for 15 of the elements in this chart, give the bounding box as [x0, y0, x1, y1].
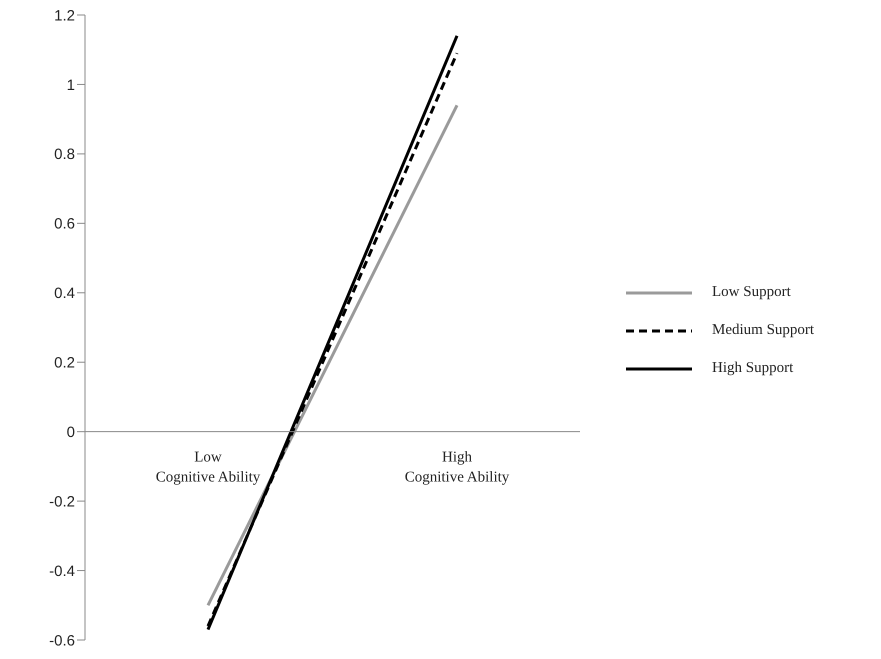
legend-label: Medium Support: [712, 322, 814, 339]
y-tick-label: 1.2: [54, 7, 75, 24]
legend-label: Low Support: [712, 284, 791, 301]
y-tick-label: 1: [66, 76, 75, 94]
y-tick-label: 0: [66, 424, 75, 441]
legend-label: High Support: [712, 360, 794, 377]
y-tick-label: -0.2: [49, 493, 75, 510]
y-tick-label: 0.2: [54, 354, 75, 372]
y-tick-label: 0.4: [54, 285, 75, 302]
y-tick-label: 0.8: [54, 146, 75, 164]
x-tick-label: High Cognitive Ability: [404, 450, 510, 486]
x-tick-label: Low Cognitive Ability: [156, 450, 261, 486]
y-tick-label: -0.6: [49, 632, 75, 650]
y-tick-label: -0.4: [49, 562, 75, 580]
y-tick-label: 0.6: [54, 216, 75, 233]
